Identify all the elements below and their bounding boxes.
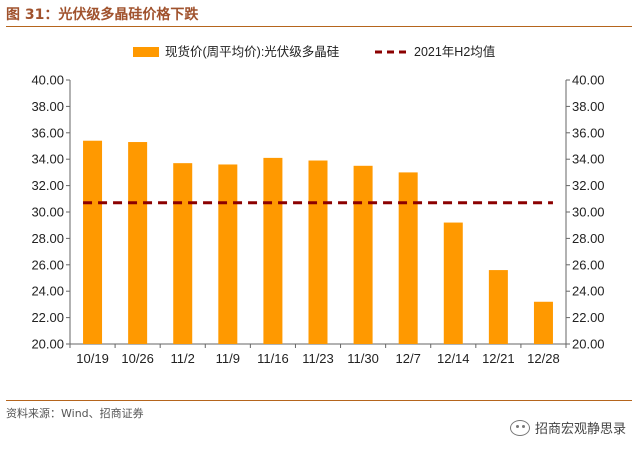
x-tick-label: 11/9 <box>216 351 240 366</box>
y-tick-label-right: 20.00 <box>572 337 605 352</box>
watermark: 招商宏观静思录 <box>509 418 626 437</box>
source-note: 资料来源：Wind、招商证券 <box>6 407 144 420</box>
y-tick-label-left: 32.00 <box>31 178 64 193</box>
wechat-icon <box>509 419 530 436</box>
title-rule <box>6 26 632 27</box>
bar <box>443 222 463 344</box>
y-tick-label-right: 38.00 <box>572 99 605 114</box>
y-tick-label-right: 32.00 <box>572 178 605 193</box>
bar <box>218 164 238 344</box>
x-tick-label: 11/16 <box>257 351 289 366</box>
y-tick-label-left: 26.00 <box>31 257 64 272</box>
x-tick-label: 10/19 <box>76 351 109 366</box>
bar <box>128 142 148 344</box>
bar <box>398 172 418 344</box>
bar <box>263 157 283 344</box>
y-tick-label-left: 28.00 <box>31 231 64 246</box>
legend-bar-label: 现货价(周平均价):光伏级多晶硅 <box>165 44 339 59</box>
y-tick-label-left: 40.00 <box>31 73 64 88</box>
y-tick-label-right: 36.00 <box>572 125 605 140</box>
x-tick-label: 11/23 <box>302 351 334 366</box>
y-tick-label-left: 22.00 <box>31 310 64 325</box>
y-tick-label-right: 28.00 <box>572 231 605 246</box>
y-tick-label-left: 24.00 <box>31 284 64 299</box>
x-tick-label: 10/26 <box>121 351 154 366</box>
y-tick-label-left: 36.00 <box>31 125 64 140</box>
x-tick-label: 12/14 <box>437 351 470 366</box>
y-tick-label-left: 30.00 <box>31 205 64 220</box>
chart-legend: 现货价(周平均价):光伏级多晶硅 2021年H2均值 <box>133 44 495 59</box>
figure-title: 图 31：光伏级多晶硅价格下跌 <box>6 7 199 23</box>
x-tick-label: 12/21 <box>482 351 515 366</box>
bar-chart: 现货价(周平均价):光伏级多晶硅 2021年H2均值 20.00 20.00 22.… <box>31 44 604 367</box>
bar <box>353 165 373 344</box>
legend-line-label: 2021年H2均值 <box>414 44 495 59</box>
bar <box>488 270 508 344</box>
footer-rule <box>6 400 632 401</box>
bar <box>533 301 553 344</box>
y-tick-label-right: 40.00 <box>572 73 605 88</box>
y-tick-label-right: 22.00 <box>572 310 605 325</box>
plot-area: 20.00 20.00 22.00 22.00 24.00 24.00 26.00 26.00… <box>31 73 604 367</box>
bar <box>83 140 103 344</box>
y-tick-label-left: 38.00 <box>31 99 64 114</box>
bar <box>173 163 193 344</box>
x-tick-label: 12/7 <box>396 351 421 366</box>
y-tick-label-right: 26.00 <box>572 257 605 272</box>
x-tick-label: 11/30 <box>347 351 379 366</box>
y-tick-label-right: 30.00 <box>572 205 605 220</box>
bar <box>308 160 328 344</box>
y-tick-label-left: 34.00 <box>31 152 64 167</box>
x-tick-label: 11/2 <box>171 351 195 366</box>
legend-bar-swatch <box>133 47 159 57</box>
y-tick-label-left: 20.00 <box>31 337 64 352</box>
y-tick-label-right: 34.00 <box>572 152 605 167</box>
y-tick-label-right: 24.00 <box>572 284 605 299</box>
watermark-text: 招商宏观静思录 <box>534 422 626 437</box>
x-tick-label: 12/28 <box>527 351 560 366</box>
